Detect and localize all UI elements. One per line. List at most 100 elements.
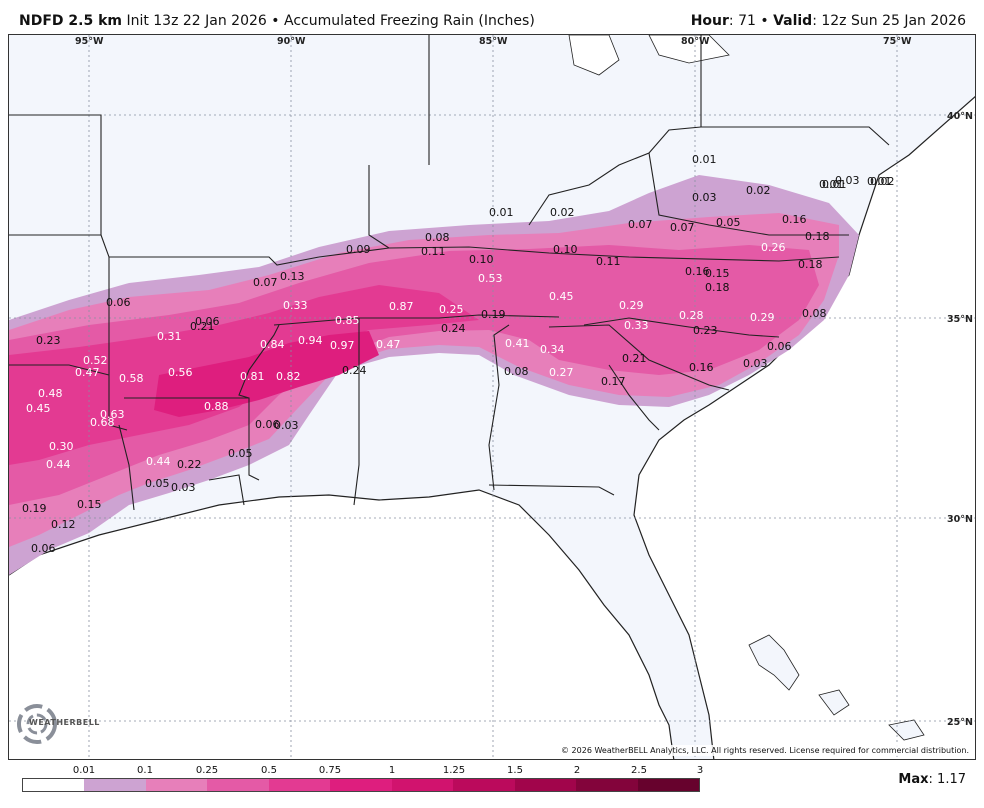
lon-label: 90°W	[277, 36, 306, 47]
legend-tick-label: 1.5	[507, 765, 523, 776]
freezing-rain-field	[9, 175, 859, 575]
accumulation-value-label: 0.06	[195, 315, 220, 328]
max-value: Max: 1.17	[898, 772, 966, 787]
accumulation-value-label: 0.87	[389, 300, 414, 313]
accumulation-value-label: 0.82	[276, 370, 301, 383]
legend-tick-label: 0.01	[72, 765, 96, 776]
legend-color-swatch	[84, 779, 146, 791]
accumulation-value-label: 0.02	[870, 175, 895, 188]
accumulation-value-label: 0.18	[805, 230, 830, 243]
accumulation-value-label: 0.31	[157, 330, 182, 343]
accumulation-value-label: 0.33	[624, 319, 649, 332]
coordinate-labels: 95°W 90°W 85°W 80°W 75°W 40°N 35°N 30°N …	[75, 36, 973, 728]
accumulation-value-label: 0.16	[689, 361, 714, 374]
accumulation-value-label: 0.05	[716, 216, 741, 229]
accumulation-value-label: 0.13	[280, 270, 305, 283]
legend-color-swatch	[23, 779, 85, 791]
max-number: : 1.17	[928, 772, 966, 787]
great-lakes	[568, 35, 730, 76]
accumulation-value-label: 0.11	[596, 255, 621, 268]
accumulation-value-label: 0.44	[146, 455, 171, 468]
accumulation-value-label: 0.52	[83, 354, 108, 367]
accumulation-value-label: 0.01	[822, 178, 847, 191]
graticule	[9, 35, 975, 759]
legend-tick-label: 1	[388, 765, 396, 776]
coastline	[9, 489, 675, 759]
accumulation-value-label: 0.44	[46, 458, 71, 471]
accumulation-value-label: 0.68	[90, 416, 115, 429]
bahamas	[748, 634, 925, 741]
accumulation-value-label: 0.03	[743, 357, 768, 370]
valid-value: : 12z Sun 25 Jan 2026	[812, 13, 966, 29]
lat-label: 30°N	[947, 514, 973, 525]
accumulation-value-label: 0.47	[376, 338, 401, 351]
accumulation-value-label: 0.23	[36, 334, 61, 347]
accumulation-value-label: 0.15	[705, 267, 730, 280]
accumulation-value-label: 0.03	[692, 191, 717, 204]
header: NDFD 2.5 km Init 13z 22 Jan 2026 • Accum…	[0, 0, 984, 34]
logo-text: WEATHERBELL	[29, 718, 100, 727]
legend-tick-label: 2.5	[631, 765, 647, 776]
accumulation-value-label: 0.03	[274, 419, 299, 432]
legend-tick-label: 3	[696, 765, 704, 776]
legend-tick-label: 1.25	[442, 765, 466, 776]
color-legend: 0.01 0.1 0.25 0.5 0.75 1 1.25 1.5 2 2.5 3	[22, 764, 704, 794]
accumulation-value-label: 0.01	[489, 206, 514, 219]
accumulation-value-label: 0.08	[802, 307, 827, 320]
valid-info: Hour: 71 • Valid: 12z Sun 25 Jan 2026	[691, 13, 966, 29]
accumulation-value-label: 0.29	[619, 299, 644, 312]
accumulation-value-label: 0.56	[168, 366, 193, 379]
bullet: •	[271, 13, 280, 29]
accumulation-value-label: 0.09	[346, 243, 371, 256]
accumulation-value-label: 0.84	[260, 338, 285, 351]
legend-color-bar	[22, 778, 700, 792]
swirl-icon	[17, 704, 57, 744]
accumulation-value-label: 0.33	[283, 299, 308, 312]
legend-tick-label: 0.5	[261, 765, 277, 776]
accumulation-value-label: 0.47	[75, 366, 100, 379]
accumulation-value-label: 0.48	[38, 387, 63, 400]
accumulation-value-label: 0.26	[761, 241, 786, 254]
map-canvas[interactable]: 95°W 90°W 85°W 80°W 75°W 40°N 35°N 30°N …	[9, 35, 976, 760]
lat-label: 35°N	[947, 314, 973, 325]
accumulation-value-label: 0.01	[692, 153, 717, 166]
max-label: Max	[898, 772, 929, 787]
legend-tick-label: 2	[573, 765, 581, 776]
accumulation-value-label: 0.45	[26, 402, 51, 415]
atlantic-ocean	[634, 96, 975, 759]
accumulation-value-label: 0.58	[119, 372, 144, 385]
legend-tick-label: 0.1	[137, 765, 153, 776]
product-name: Accumulated Freezing Rain (Inches)	[283, 13, 535, 29]
legend-color-swatch	[391, 779, 454, 791]
accumulation-value-label: 0.45	[549, 290, 574, 303]
legend-color-swatch	[637, 779, 699, 791]
accumulation-value-label: 0.19	[22, 502, 47, 515]
accumulation-value-label: 0.10	[469, 253, 494, 266]
lon-label: 95°W	[75, 36, 104, 47]
accumulation-value-label: 0.23	[693, 324, 718, 337]
accumulation-value-label: 0.03	[835, 174, 860, 187]
accumulation-value-label: 0.24	[342, 364, 367, 377]
hour-value: : 71	[728, 13, 756, 29]
lat-label: 25°N	[947, 717, 973, 728]
copyright-notice: © 2026 WeatherBELL Analytics, LLC. All r…	[559, 745, 971, 756]
accumulation-value-label: 0.01	[867, 175, 892, 188]
accumulation-value-label: 0.03	[171, 481, 196, 494]
accumulation-value-label: 0.19	[481, 308, 506, 321]
accumulation-value-label: 0.02	[550, 206, 575, 219]
legend-color-swatch	[576, 779, 638, 791]
accumulation-value-label: 0.08	[504, 365, 529, 378]
accumulation-value-label: 0.07	[253, 276, 278, 289]
legend-color-swatch	[268, 779, 331, 791]
accumulation-value-label: 0.11	[421, 245, 446, 258]
accumulation-value-label: 0.05	[228, 447, 253, 460]
accumulation-value-label: 0.08	[425, 231, 450, 244]
map-panel[interactable]: 95°W 90°W 85°W 80°W 75°W 40°N 35°N 30°N …	[8, 34, 976, 760]
hour-label: Hour	[690, 13, 729, 29]
accumulation-value-label: 0.16	[782, 213, 807, 226]
legend-tick-label: 0.25	[195, 765, 219, 776]
accumulation-value-label: 0.15	[77, 498, 102, 511]
lon-label: 75°W	[883, 36, 912, 47]
accumulation-value-label: 0.27	[549, 366, 574, 379]
accumulation-value-label: 0.07	[628, 218, 653, 231]
